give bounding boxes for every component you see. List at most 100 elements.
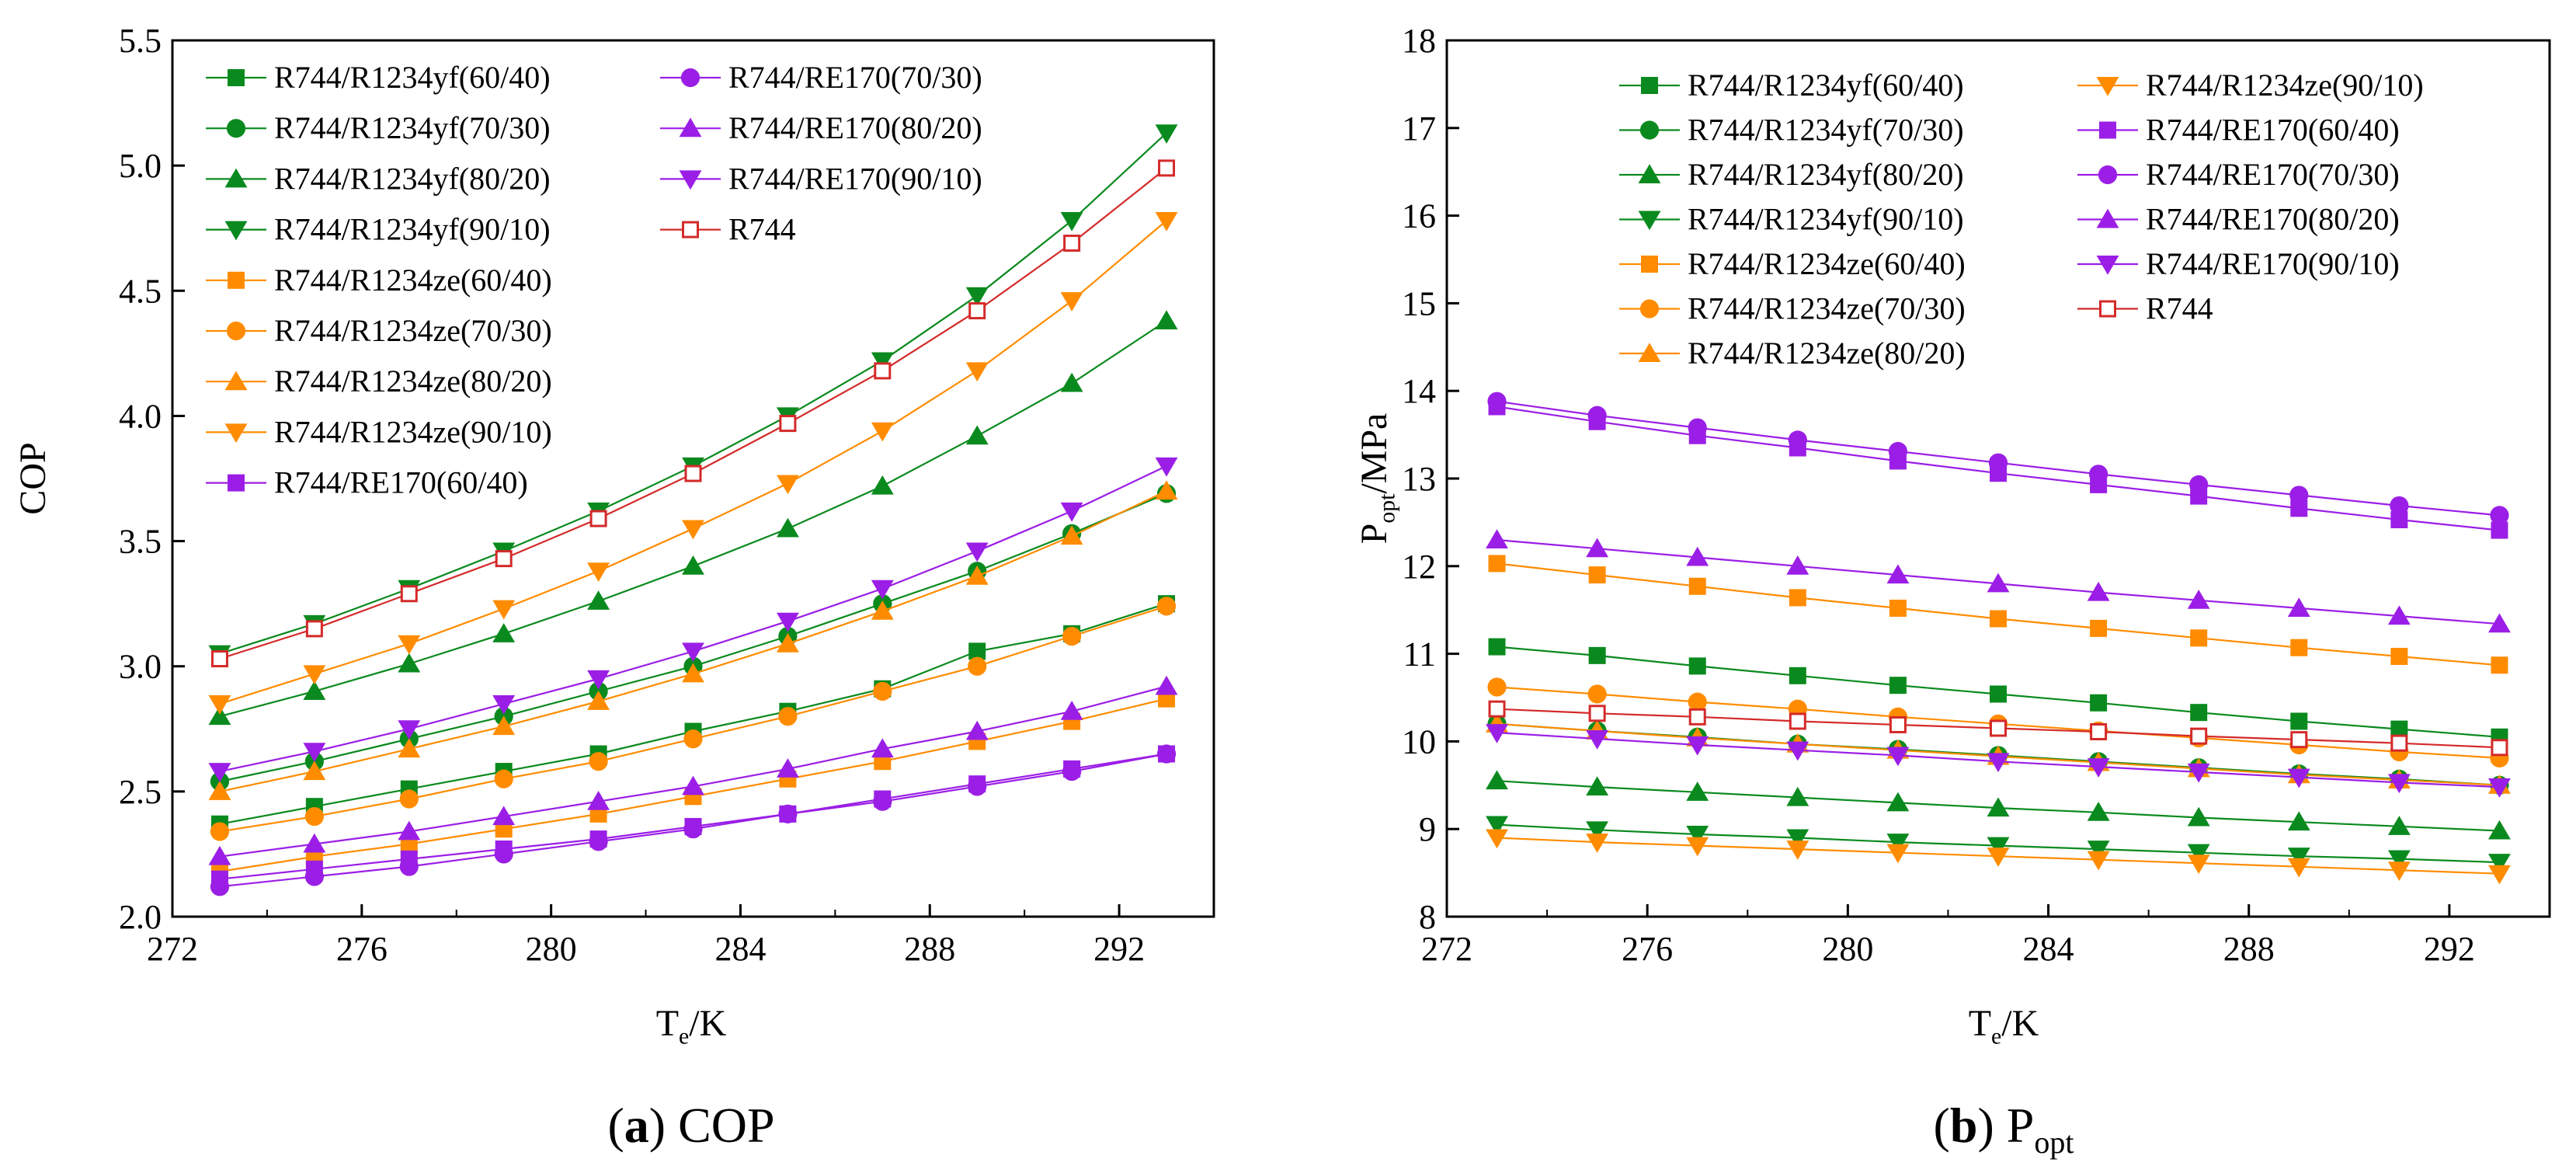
panel-a-data-point: [965, 542, 989, 562]
panel-a-data-point: [778, 707, 798, 726]
panel-a-legend-marker: [679, 170, 702, 190]
panel-a-data-point: [1062, 761, 1082, 781]
panel-b-data-point: [2488, 865, 2511, 885]
panel-a-legend-label: R744: [728, 212, 796, 247]
panel-a-legend-marker: [228, 474, 245, 492]
panel-b-ylabel-sub: opt: [1375, 493, 1400, 524]
panel-a-data-point: [776, 517, 799, 538]
panel-a-ylabel-main: COP: [12, 442, 54, 514]
panel-b-data-point: [2491, 656, 2508, 674]
panel-b-legend-marker: [1638, 343, 1661, 362]
panel-a-legend-marker: [226, 321, 246, 341]
panel-a-data-point: [398, 653, 421, 673]
panel-a-data-point: [303, 743, 326, 763]
panel-a-legend-marker: [224, 168, 248, 188]
panel-a-data-point: [776, 612, 799, 632]
panel-b-data-point: [2488, 778, 2511, 798]
panel-b-data-point: [2287, 858, 2310, 878]
panel-b-legend-label: R744/RE170(70/30): [2146, 157, 2400, 192]
panel-a-data-point: [871, 600, 894, 620]
panel-a-xtick-label: 280: [526, 930, 577, 968]
panel-a-series-r744-r1234ze-90-10: [208, 212, 1178, 715]
panel-a-data-point: [965, 565, 989, 585]
panel-b-ytick-label: 15: [1402, 284, 1436, 322]
panel-a-data-point: [587, 691, 610, 710]
panel-b-data-point: [1488, 555, 1506, 573]
panel-a-data-point: [1155, 310, 1178, 329]
panel-a-legend: R744/R1234yf(60/40) R744/R1234yf(70/30) R7…: [206, 60, 982, 500]
panel-a-legend-marker: [680, 68, 700, 88]
panel-b-data-point: [2287, 811, 2310, 831]
panel-b-legend-entry: R744/R1234ze(90/10): [2077, 68, 2424, 103]
panel-a-data-point: [1060, 212, 1083, 231]
panel-b-xtick-label: 292: [2424, 930, 2475, 968]
panel-b-data-point: [2290, 639, 2308, 656]
panel-b-legend-marker: [1641, 77, 1658, 94]
panel-a-series-r744-re170-70-30: [210, 744, 1177, 896]
panel-b-data-point: [1588, 566, 1606, 584]
panel-a-data-point: [399, 789, 419, 809]
panel-a-xtick-label: 284: [714, 930, 766, 968]
panel-a-legend-marker: [228, 271, 245, 289]
panel-b-data-point: [1889, 677, 1907, 694]
panel-a-data-point: [210, 822, 230, 841]
panel-b-data-point: [1886, 792, 1910, 812]
panel-a-data-point: [589, 510, 607, 527]
panel-b-data-point: [2387, 861, 2411, 881]
panel-b-legend-marker: [1638, 164, 1661, 183]
panel-b-data-point: [1987, 753, 2010, 773]
panel-a-data-point: [398, 720, 421, 740]
panel-b-data-point: [1586, 538, 1609, 558]
panel-a-data-point: [303, 680, 326, 700]
panel-b-data-point: [1786, 829, 1809, 849]
panel-a-data-point: [589, 752, 608, 771]
panel-b-xtick-label: 284: [2023, 930, 2074, 968]
panel-a-ytick-label: 2.5: [119, 773, 162, 811]
panel-b-data-point: [2390, 734, 2408, 752]
panel-b-legend-marker: [2096, 256, 2119, 275]
panel-b-legend-label: R744/R1234yf(70/30): [1688, 113, 1964, 148]
panel-b-data-point: [1786, 786, 1809, 806]
panel-b-legend-entry: R744/R1234yf(90/10): [1619, 202, 1964, 237]
panel-a-data-point: [303, 665, 326, 685]
panel-a-legend-marker: [228, 69, 245, 86]
panel-a-data-point: [873, 681, 892, 701]
panel-b-series-r744-r1234yf-80-20: [1486, 770, 2511, 840]
panel-b-data-point: [1789, 712, 1806, 730]
panel-b-data-point: [2187, 855, 2210, 874]
panel-b-ylabel: Popt/MPa: [1354, 413, 1400, 545]
panel-a-data-point: [208, 705, 231, 726]
panel-b-caption-close: ) P: [1977, 1098, 2034, 1153]
panel-a-data-point: [1060, 700, 1083, 720]
panel-b-data-point: [1688, 692, 1707, 712]
panel-b-caption: (b) Popt: [1934, 1098, 2074, 1160]
panel-b-data-point: [1987, 848, 2010, 867]
panel-b-xlabel: Te/K: [1969, 1003, 2039, 1049]
panel-b-data-point: [2189, 475, 2209, 494]
panel-b-data-point: [2491, 521, 2508, 539]
panel-a-data-point: [871, 475, 894, 495]
panel-b-data-point: [1488, 638, 1506, 656]
panel-b-data-point: [2187, 806, 2210, 827]
panel-a-data-point: [303, 833, 326, 853]
panel-b-data-point: [1686, 837, 1709, 857]
panel-b-data-point: [2090, 694, 2108, 712]
panel-a-data-point: [682, 555, 704, 575]
panel-b-caption-sub: opt: [2034, 1125, 2074, 1160]
panel-a-caption-close: ) COP: [649, 1098, 775, 1153]
panel-b-series-r744-re170-80-20: [1486, 529, 2511, 633]
panel-a-xtick-label: 292: [1093, 930, 1145, 968]
panel-b-legend-label: R744: [2146, 291, 2213, 326]
panel-b-xlabel-main: T: [1969, 1003, 1991, 1044]
panel-b-data-point: [2290, 499, 2308, 517]
panel-b-data-point: [2287, 597, 2310, 617]
panel-b-data-point: [1990, 610, 2007, 628]
panel-b-ytick-label: 10: [1402, 722, 1436, 761]
panel-b-data-point: [2287, 768, 2310, 788]
panel-b-data-point: [1788, 430, 1807, 450]
panel-a-data-point: [965, 425, 989, 445]
panel-a-data-point: [492, 806, 516, 826]
panel-b-data-point: [2190, 727, 2208, 745]
panel-b-data-point: [2490, 506, 2509, 525]
